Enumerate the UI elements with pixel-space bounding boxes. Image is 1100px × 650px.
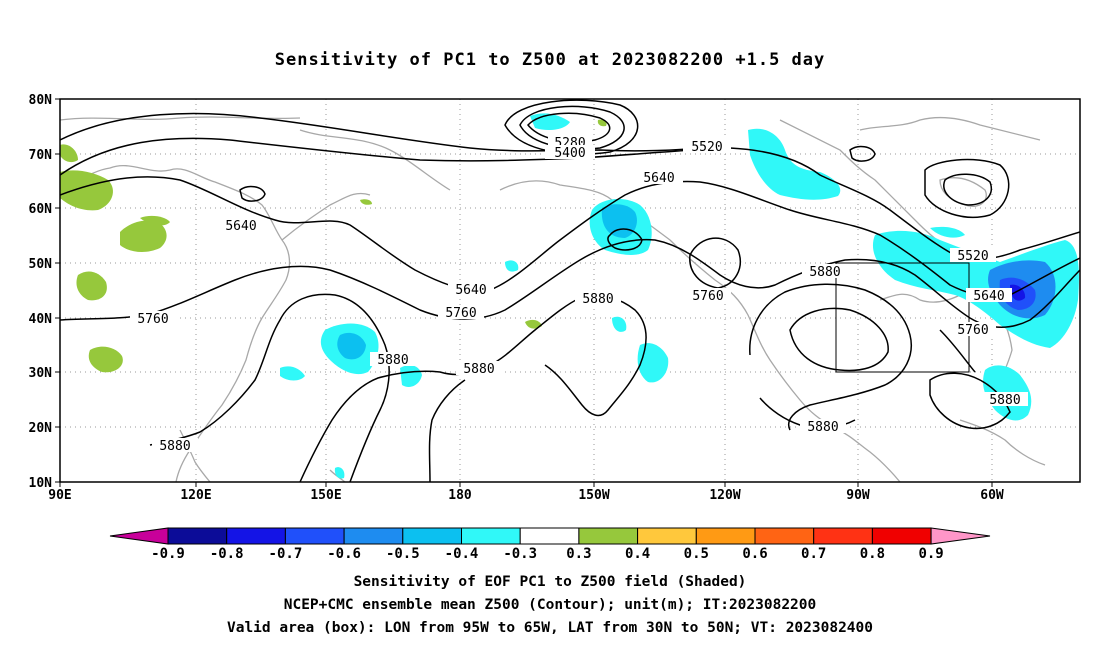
lat-label: 60N [29, 202, 53, 217]
colorbar-swatch [871, 527, 932, 545]
colorbar-label: -0.4 [445, 546, 479, 562]
colorbar [109, 527, 991, 545]
colorbar-label: 0.5 [684, 546, 709, 562]
colorbar-label: -0.7 [269, 546, 303, 562]
positive-sensitivity-areas [60, 119, 607, 373]
colorbar-label: -0.9 [151, 546, 185, 562]
lat-label: 20N [29, 421, 53, 436]
colorbar-min-triangle [109, 527, 169, 545]
colorbar-swatch [813, 527, 873, 545]
colorbar-max-triangle [930, 527, 991, 545]
colorbar-label: 0.6 [742, 546, 767, 562]
plot-title: Sensitivity of PC1 to Z500 at 2023082200… [274, 50, 826, 70]
lat-label: 80N [29, 93, 53, 108]
contour-label: 5640 [455, 283, 486, 298]
contour-label: 5400 [554, 146, 585, 161]
lon-label: 60W [980, 488, 1004, 503]
caption-shaded: Sensitivity of EOF PC1 to Z500 field (Sh… [353, 574, 747, 590]
colorbar-swatch [695, 527, 756, 545]
colorbar-swatch [402, 527, 462, 545]
lon-label: 120E [180, 488, 211, 503]
colorbar-swatch [226, 527, 286, 545]
colorbar-label: 0.7 [801, 546, 826, 562]
colorbar-swatch [637, 527, 697, 545]
lon-axis-labels: 90E 120E 150E 180 150W 120W 90W 60W [48, 488, 1004, 503]
colorbar-label: 0.9 [918, 546, 943, 562]
colorbar-swatch [519, 527, 580, 545]
lat-label: 40N [29, 312, 53, 327]
contour-label: 5760 [137, 312, 168, 327]
colorbar-label: -0.5 [386, 546, 420, 562]
contour-label: 5640 [973, 289, 1004, 304]
lon-label: 90W [846, 488, 870, 503]
contour-label: 5880 [377, 353, 408, 368]
lon-label: 90E [48, 488, 71, 503]
colorbar-swatch [343, 527, 404, 545]
contour-label: 5760 [692, 289, 723, 304]
contour-label: 5760 [957, 323, 988, 338]
contour-label: 5880 [989, 393, 1020, 408]
contour-label: 5880 [809, 265, 840, 280]
lat-label: 10N [29, 476, 53, 491]
colorbar-label: 0.8 [860, 546, 885, 562]
contour-label: 5520 [691, 140, 722, 155]
lat-label: 70N [29, 148, 53, 163]
contour-label: 5880 [463, 362, 494, 377]
lon-label: 150W [578, 488, 609, 503]
lon-label: 180 [448, 488, 472, 503]
contour-label: 5760 [445, 306, 476, 321]
lon-label: 120W [709, 488, 740, 503]
colorbar-swatch [167, 527, 228, 545]
contour-label: 5640 [225, 219, 256, 234]
colorbar-swatch [284, 527, 345, 545]
contour-label: 5880 [582, 292, 613, 307]
colorbar-labels: -0.9 -0.8 -0.7 -0.6 -0.5 -0.4 -0.3 0.3 0.4 0.5 0.6… [151, 546, 944, 562]
colorbar-label: -0.8 [210, 546, 244, 562]
plot-frame [59, 98, 1081, 483]
caption-contour: NCEP+CMC ensemble mean Z500 (Contour); u… [283, 597, 817, 613]
colorbar-label: -0.6 [327, 546, 361, 562]
colorbar-label: -0.3 [503, 546, 537, 562]
lon-label: 150E [310, 488, 341, 503]
contour-labels: 5280 5400 5520 5640 5640 5640 5760 5760 … [130, 135, 1028, 454]
z500-contours [60, 99, 1080, 482]
caption-valid-area: Valid area (box): LON from 95W to 65W, L… [226, 620, 873, 636]
colorbar-label: 0.3 [566, 546, 591, 562]
colorbar-swatch [754, 527, 815, 545]
lat-axis-labels: 80N 70N 60N 50N 40N 30N 20N 10N [29, 93, 53, 491]
contour-label: 5880 [159, 439, 190, 454]
contour-label: 5520 [957, 249, 988, 264]
colorbar-swatch [461, 527, 521, 545]
lat-label: 50N [29, 257, 53, 272]
contour-label: 5880 [807, 420, 838, 435]
valid-area-box [835, 262, 970, 373]
colorbar-label: 0.4 [625, 546, 650, 562]
colorbar-swatch [578, 527, 639, 545]
lat-label: 30N [29, 366, 53, 381]
contour-label: 5640 [643, 171, 674, 186]
